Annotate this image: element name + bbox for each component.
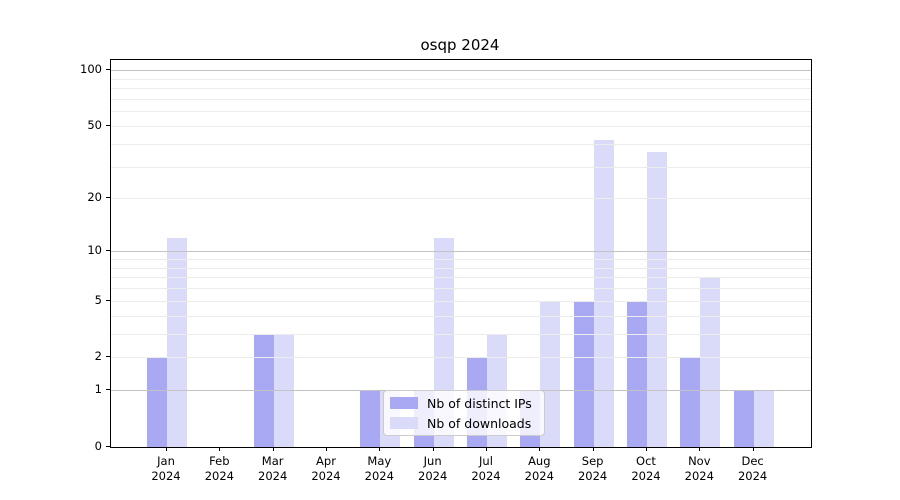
gridline-60 — [111, 111, 811, 113]
gridline-8 — [111, 267, 811, 269]
bar-distinct-ips-may — [360, 390, 381, 447]
bar-downloads-sep — [593, 139, 614, 447]
x-tick-jun — [432, 447, 434, 451]
chart-title: osqp 2024 — [420, 36, 500, 54]
bar-distinct-ips-dec — [733, 390, 754, 447]
x-tick-dec — [752, 447, 754, 451]
x-tick-apr — [325, 447, 327, 451]
bar-downloads-jan — [167, 237, 187, 447]
y-tick-label-100: 100 — [80, 62, 102, 77]
y-tick-100 — [106, 69, 110, 71]
gridline-20 — [111, 198, 811, 200]
bar-distinct-ips-jan — [147, 357, 167, 447]
plot-area — [110, 59, 812, 448]
x-tick-aug — [539, 447, 541, 451]
legend-item-downloads: Nb of downloads — [390, 415, 538, 432]
x-tick-label-apr: Apr 2024 — [311, 454, 341, 483]
x-tick-oct — [645, 447, 647, 451]
legend-swatch-distinct-ips — [390, 397, 418, 409]
y-tick-20 — [106, 197, 110, 199]
bar-downloads-oct — [646, 152, 667, 447]
bar-downloads-dec — [753, 390, 774, 447]
x-tick-sep — [592, 447, 594, 451]
y-tick-label-1: 1 — [94, 382, 102, 397]
gridline-4 — [111, 315, 811, 317]
legend-swatch-downloads — [390, 417, 418, 429]
gridline-100 — [111, 70, 811, 72]
x-tick-nov — [699, 447, 701, 451]
y-tick-label-2: 2 — [94, 349, 102, 364]
gridline-5 — [111, 300, 811, 302]
x-tick-may — [379, 447, 381, 451]
x-tick-mar — [272, 447, 274, 451]
gridline-90 — [111, 78, 811, 80]
legend-item-distinct-ips: Nb of distinct IPs — [390, 395, 538, 412]
gridline-2 — [111, 357, 811, 359]
x-tick-jan — [166, 447, 167, 451]
y-tick-label-10: 10 — [87, 243, 102, 258]
y-tick-50 — [106, 124, 110, 126]
x-tick-label-mar: Mar 2024 — [258, 454, 288, 483]
legend-label-distinct-ips: Nb of distinct IPs — [427, 395, 532, 411]
y-tick-0 — [106, 446, 110, 447]
y-tick-10 — [106, 250, 110, 252]
gridline-10 — [111, 251, 811, 253]
y-tick-1 — [106, 389, 110, 391]
legend-label-downloads: Nb of downloads — [427, 415, 532, 431]
bar-downloads-aug — [540, 300, 561, 447]
x-tick-jul — [485, 447, 487, 451]
x-tick-label-aug: Aug 2024 — [524, 454, 554, 483]
bar-downloads-nov — [700, 277, 721, 447]
legend: Nb of distinct IPs Nb of downloads — [383, 390, 545, 436]
x-tick-label-feb: Feb 2024 — [204, 454, 234, 483]
x-tick-label-sep: Sep 2024 — [577, 454, 608, 483]
x-tick-label-jan: Jan 2024 — [151, 454, 181, 483]
gridline-9 — [111, 259, 811, 260]
x-tick-feb — [219, 447, 221, 451]
x-tick-label-oct: Oct 2024 — [631, 454, 661, 483]
gridline-50 — [111, 125, 811, 127]
y-tick-2 — [106, 356, 110, 358]
gridline-3 — [111, 333, 811, 335]
gridline-80 — [111, 88, 811, 90]
x-tick-label-jun: Jun 2024 — [418, 454, 448, 483]
bar-distinct-ips-nov — [680, 357, 701, 447]
gridline-70 — [111, 98, 811, 100]
x-tick-label-may: May 2024 — [364, 454, 394, 483]
y-tick-label-50: 50 — [87, 117, 102, 132]
y-tick-label-5: 5 — [94, 292, 102, 307]
x-tick-label-nov: Nov 2024 — [684, 454, 714, 483]
y-tick-5 — [106, 299, 110, 301]
x-tick-label-dec: Dec 2024 — [737, 454, 768, 483]
y-tick-label-20: 20 — [87, 190, 102, 205]
gridline-30 — [111, 166, 811, 168]
gridline-6 — [111, 288, 811, 290]
gridline-7 — [111, 277, 811, 279]
bar-distinct-ips-oct — [626, 300, 647, 447]
x-tick-label-jul: Jul 2024 — [471, 454, 501, 483]
gridline-40 — [111, 143, 811, 145]
bar-distinct-ips-sep — [573, 300, 594, 447]
y-tick-label-0: 0 — [94, 439, 102, 453]
